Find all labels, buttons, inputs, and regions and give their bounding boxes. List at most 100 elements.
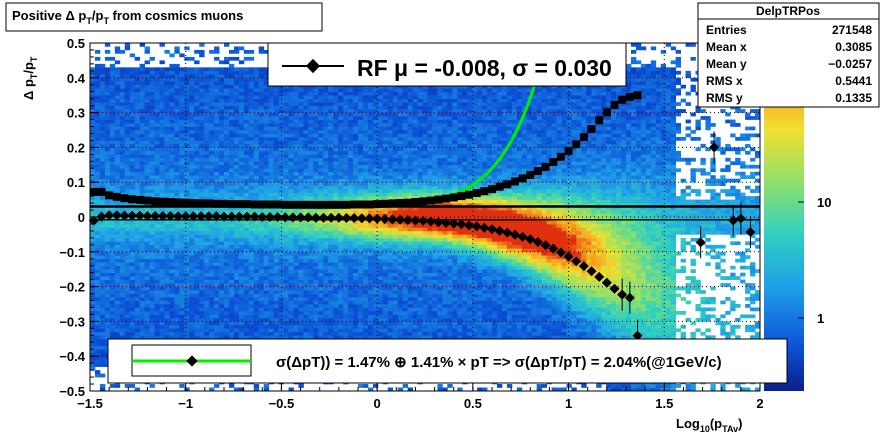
heatmap-cell (293, 213, 299, 218)
heatmap-cell (214, 182, 220, 186)
heatmap-cell (283, 331, 289, 336)
heatmap-cell (189, 237, 195, 242)
heatmap-cell (119, 258, 126, 263)
heatmap-cell (209, 217, 215, 221)
heatmap-cell (353, 297, 359, 301)
heatmap-cell (278, 276, 284, 280)
heatmap-cell (169, 314, 175, 319)
heatmap-cell (328, 130, 334, 134)
heatmap-cell (94, 123, 101, 127)
heatmap-cell (219, 276, 225, 280)
heatmap-cell (174, 178, 180, 183)
heatmap-cell (298, 283, 304, 287)
heatmap-cell (258, 314, 265, 319)
heatmap-cell (338, 102, 344, 106)
heatmap-cell (293, 297, 299, 301)
heatmap-cell (114, 300, 121, 305)
heatmap-cell (308, 283, 314, 287)
heatmap-cell (358, 136, 364, 141)
heatmap-cell (139, 143, 145, 148)
heatmap-cell (228, 112, 235, 117)
heatmap-cell (362, 175, 369, 180)
heatmap-cell (214, 175, 220, 180)
heatmap-cell (268, 98, 275, 103)
heatmap-cell (119, 321, 126, 326)
heatmap-cell (263, 136, 270, 141)
heatmap-cell (358, 293, 364, 298)
heatmap-cell (233, 136, 240, 141)
heatmap-cell (199, 293, 205, 298)
heatmap-cell (288, 269, 294, 273)
heatmap-cell (224, 178, 230, 183)
heatmap-cell (139, 168, 145, 173)
heatmap-cell (204, 230, 210, 235)
heatmap-cell (114, 119, 121, 124)
heatmap-cell (209, 276, 215, 280)
heatmap-cell (253, 105, 260, 110)
heatmap-cell (333, 293, 339, 298)
heatmap-cell (288, 387, 294, 392)
heatmap-cell (179, 283, 185, 287)
heatmap-cell (278, 95, 284, 99)
heatmap-cell (94, 227, 101, 232)
heatmap-cell (209, 324, 215, 329)
heatmap-cell (308, 168, 314, 173)
heatmap-cell (159, 234, 165, 239)
heatmap-cell (139, 43, 145, 47)
heatmap-cell (119, 234, 126, 239)
heatmap-cell (204, 324, 210, 329)
heatmap-cell (204, 331, 210, 336)
heatmap-cell (308, 220, 314, 225)
heatmap-cell (228, 84, 235, 89)
heatmap-cell (199, 147, 205, 152)
heatmap-cell (199, 126, 205, 131)
heatmap-cell (144, 223, 150, 228)
heatmap-cell (109, 157, 116, 162)
heatmap-cell (228, 123, 235, 127)
heatmap-cell (243, 168, 250, 173)
heatmap-cell (219, 283, 225, 287)
heatmap-cell (119, 136, 126, 141)
heatmap-cell (263, 237, 270, 242)
heatmap-cell (214, 143, 220, 148)
heatmap-cell (273, 182, 279, 186)
heatmap-cell (184, 84, 190, 89)
heatmap-cell (189, 300, 195, 305)
heatmap-cell (263, 154, 270, 159)
heatmap-cell (174, 324, 180, 329)
heatmap-cell (109, 143, 116, 148)
heatmap-cell (313, 102, 319, 106)
heatmap-cell (248, 74, 255, 79)
heatmap-cell (184, 220, 190, 225)
heatmap-cell (233, 244, 240, 249)
heatmap-cell (164, 136, 170, 141)
heatmap-cell (243, 258, 250, 263)
heatmap-cell (189, 116, 195, 120)
heatmap-cell (273, 175, 279, 180)
heatmap-cell (104, 328, 111, 333)
heatmap-cell (149, 175, 155, 180)
heatmap-cell (298, 227, 304, 232)
heatmap-cell (134, 272, 141, 277)
heatmap-cell (224, 234, 230, 239)
heatmap-cell (214, 244, 220, 249)
heatmap-cell (109, 286, 116, 291)
heatmap-cell (219, 304, 225, 308)
heatmap-cell (109, 70, 116, 75)
heatmap-cell (228, 133, 235, 138)
heatmap-cell (139, 74, 145, 79)
heatmap-cell (104, 164, 111, 169)
heatmap-cell (338, 133, 344, 138)
heatmap-cell (323, 230, 329, 235)
heatmap-cell (134, 130, 141, 134)
heatmap-cell (358, 297, 364, 301)
heatmap-cell (298, 123, 304, 127)
heatmap-cell (99, 342, 106, 347)
heatmap-cell (308, 136, 314, 141)
heatmap-cell (154, 119, 160, 124)
heatmap-cell (114, 335, 121, 340)
heatmap-cell (209, 178, 215, 183)
heatmap-cell (99, 272, 106, 277)
heatmap-cell (333, 269, 339, 273)
heatmap-cell (199, 161, 205, 166)
